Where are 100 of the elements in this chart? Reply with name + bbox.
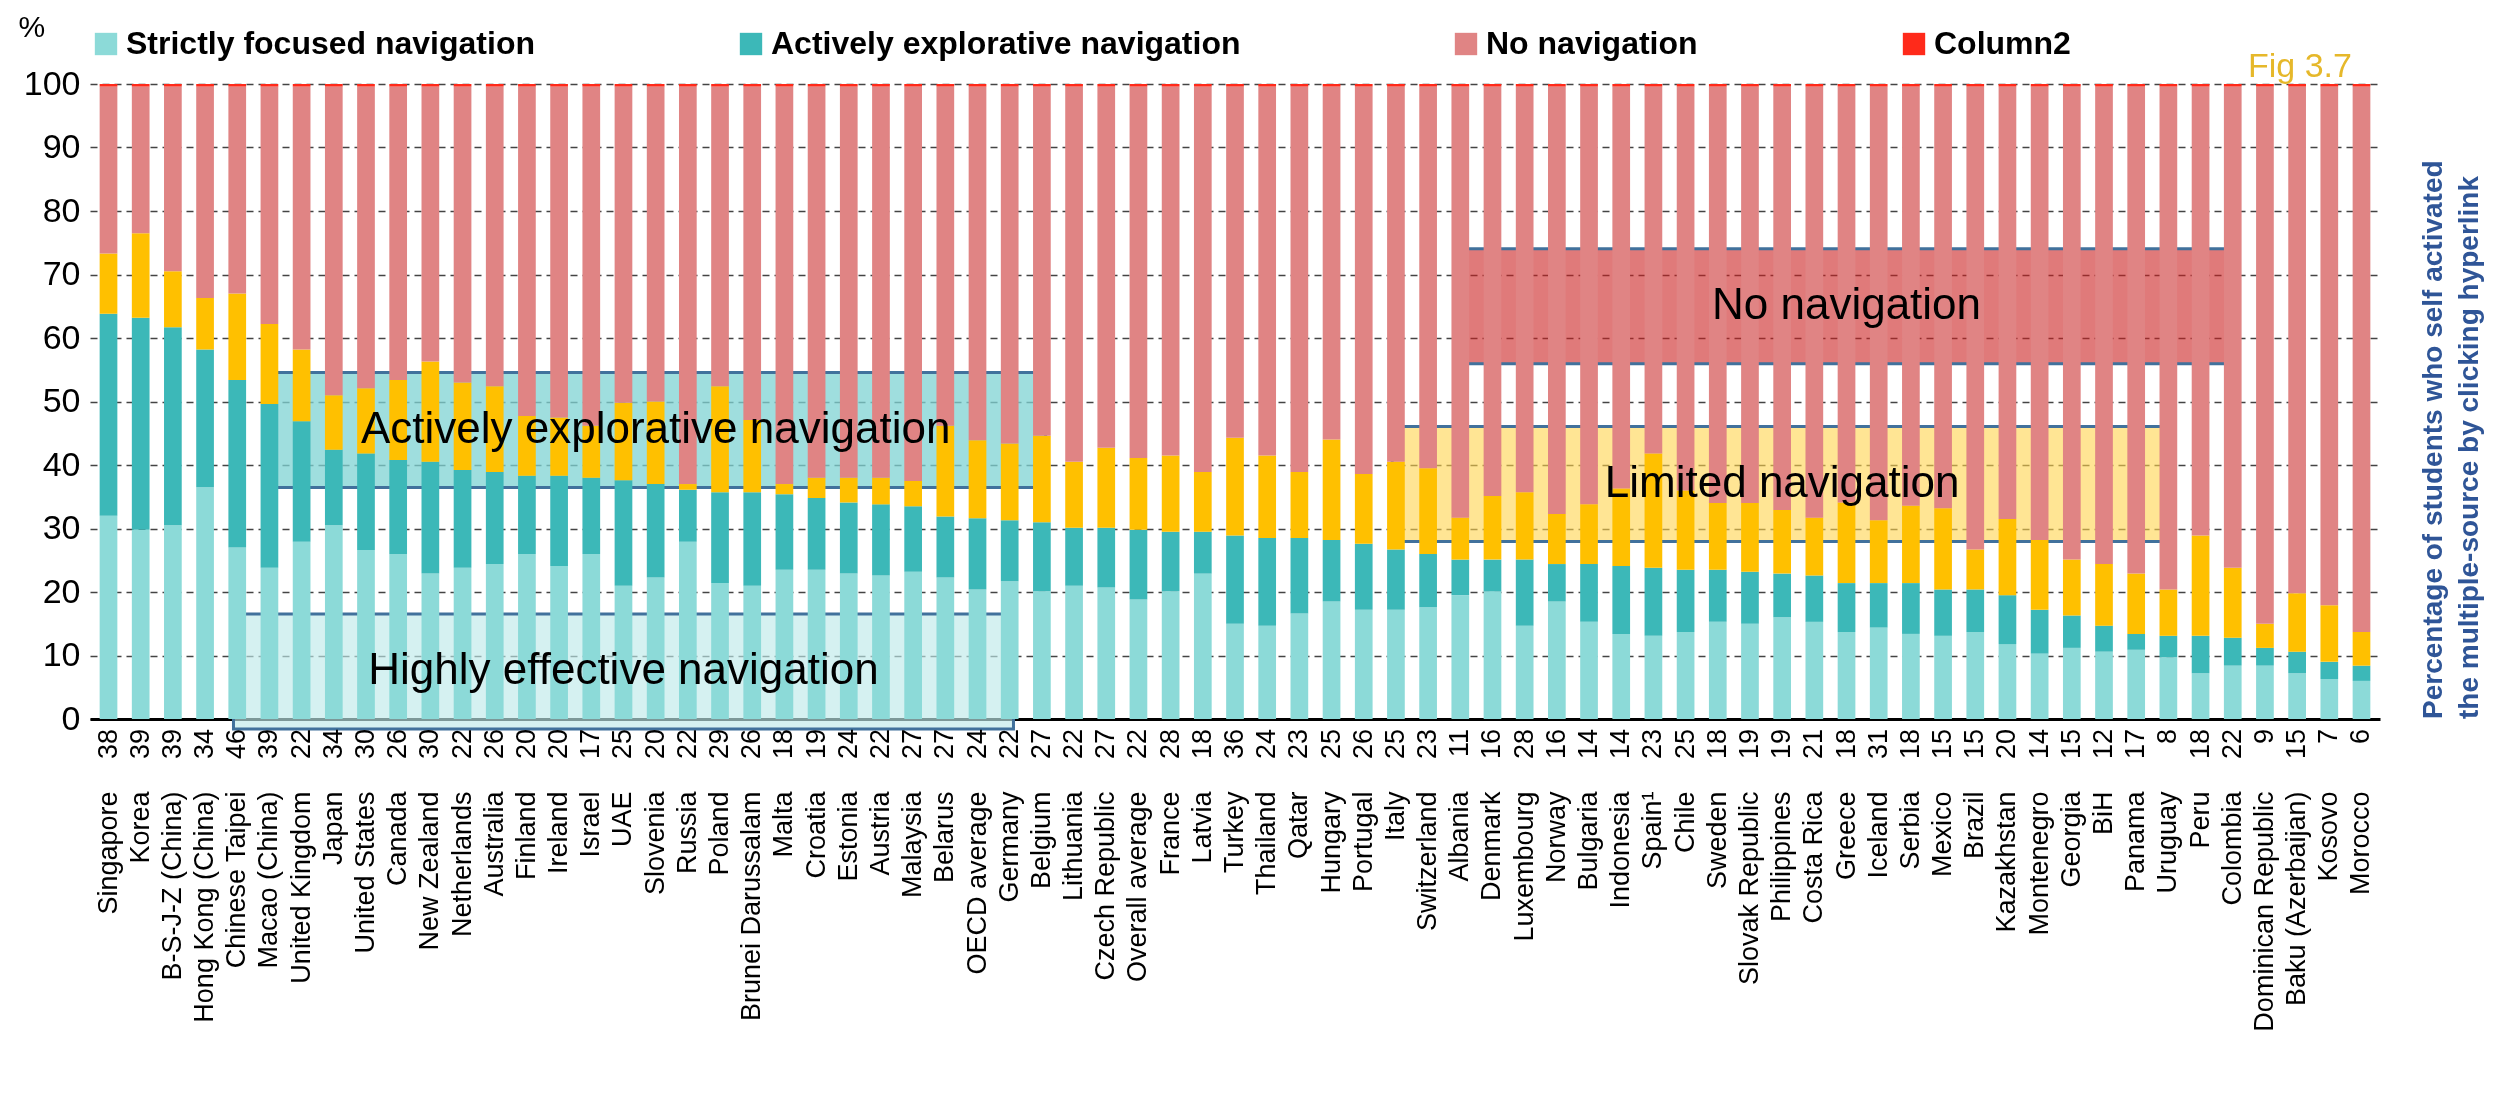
bar (421, 86, 440, 362)
bar (131, 84, 150, 87)
bar (2159, 657, 2178, 719)
bar (1837, 632, 1856, 719)
x-tick-label: Luxembourg (1508, 791, 1539, 942)
bar (1934, 635, 1952, 719)
bar (1934, 508, 1952, 590)
x-tick-label: Finland (510, 791, 541, 881)
bar (1065, 527, 1083, 586)
text: 22 (285, 729, 316, 760)
text: Percentage of students who self activated the multiple-source by clicking hyperlink (2417, 160, 2484, 719)
bar (550, 475, 568, 566)
bar (1322, 601, 1341, 719)
bar (1033, 522, 1051, 592)
bar (1258, 625, 1277, 719)
bar (968, 86, 987, 441)
bar (1708, 621, 1727, 719)
bar (1998, 518, 2017, 596)
bar (2062, 84, 2081, 87)
x-tick-label: Japan (317, 791, 348, 866)
bar (1998, 644, 2017, 719)
bar (196, 298, 214, 350)
x-tick-label: Qatar (1283, 791, 1314, 860)
x-tick-label: Dominican Republic (2248, 791, 2279, 1032)
bar (936, 84, 955, 87)
y-tick-label: 30 (42, 508, 81, 546)
text: 18 (1701, 729, 1732, 760)
bar (1548, 84, 1566, 87)
bar (1161, 86, 1180, 456)
text: 26 (478, 729, 509, 760)
bar (1869, 520, 1888, 584)
x-tick-label: United States (349, 791, 380, 954)
bar (1033, 86, 1051, 436)
bar (1741, 623, 1759, 719)
bar (1354, 84, 1373, 87)
bar (2223, 84, 2242, 87)
bar (968, 589, 987, 719)
y-tick-label: 10 (42, 635, 81, 673)
bar (839, 502, 858, 574)
x-tick-label: Malta (768, 790, 799, 858)
bar (292, 421, 311, 542)
bar (1290, 613, 1309, 719)
x-tick-label: Germany (993, 791, 1024, 903)
text: 14 (2023, 729, 2054, 760)
text: 20 (543, 729, 574, 760)
bar (2127, 573, 2146, 634)
bar (1451, 86, 1470, 518)
x-tick-label: Israel (575, 791, 606, 858)
bar (1161, 531, 1180, 592)
bar (1773, 84, 1791, 87)
bar (1741, 571, 1759, 624)
x-tick-label: Thailand (1251, 791, 1282, 896)
text: 16 (1476, 729, 1507, 760)
bar (1837, 84, 1856, 87)
x-tick-label: Sweden (1701, 791, 1732, 890)
bar (1483, 86, 1502, 497)
bar (1226, 535, 1244, 624)
bar (1161, 84, 1180, 87)
bar (1129, 86, 1148, 459)
text: 46 (221, 729, 252, 760)
bar (1998, 595, 2017, 645)
x-tick-label: Latvia (1186, 790, 1217, 864)
bar (1708, 503, 1727, 570)
bar (2159, 589, 2178, 636)
bar (164, 86, 182, 272)
bar (2320, 679, 2339, 719)
bar (99, 84, 118, 87)
bar (1708, 84, 1727, 87)
bar (2062, 86, 2081, 560)
bar (1515, 559, 1534, 626)
text: 23 (1412, 729, 1443, 760)
x-tick-label: Portugal (1347, 791, 1378, 893)
bar (1161, 455, 1180, 532)
bar (1580, 86, 1598, 505)
bar (1515, 86, 1534, 493)
bar (99, 86, 118, 254)
text: 34 (189, 729, 220, 760)
bar (260, 324, 279, 405)
bar (1129, 599, 1148, 719)
bar (2159, 86, 2178, 590)
text: 22 (2216, 729, 2247, 760)
x-tick-label: Malaysia (897, 790, 928, 899)
bar (1129, 458, 1148, 530)
bar (1869, 583, 1888, 628)
bar (1258, 538, 1277, 626)
legend-label: Strictly focused navigation (126, 25, 535, 61)
bar (131, 529, 150, 719)
bar (2095, 564, 2113, 626)
x-tick-label: Morocco (2345, 791, 2376, 896)
text: 39 (124, 729, 155, 760)
y-tick-label: 20 (42, 571, 81, 610)
bar (1708, 569, 1727, 622)
text: 17 (575, 729, 606, 760)
text: 28 (1154, 729, 1185, 760)
x-tick-label: Hungary (1315, 791, 1346, 894)
bar (1065, 84, 1083, 87)
bar (1612, 565, 1631, 634)
text: 22 (446, 729, 477, 760)
x-tick-label: Denmark (1476, 791, 1507, 902)
text: 25 (607, 729, 638, 760)
